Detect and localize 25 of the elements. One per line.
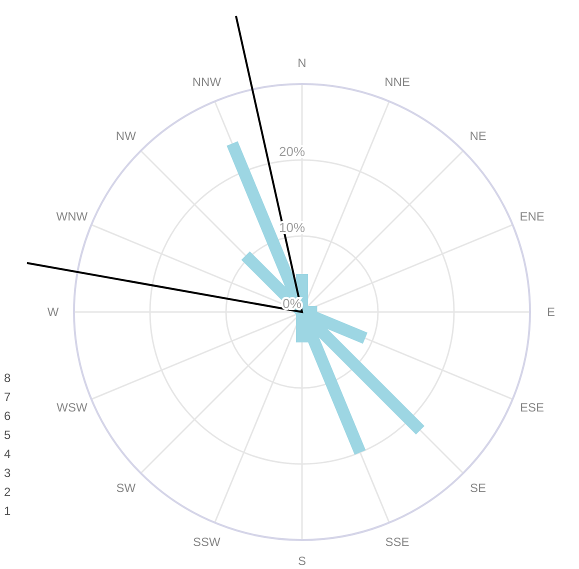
text: 8: [4, 371, 11, 385]
spoke-label: SW: [116, 481, 136, 496]
spoke-label: ESE: [520, 400, 544, 414]
text: 4: [4, 447, 11, 461]
spoke-label: SSW: [193, 535, 222, 550]
spoke-label: NW: [116, 128, 137, 143]
text: 3: [4, 466, 11, 480]
spoke-label: ENE: [520, 210, 544, 224]
y-tick-label: 20%: [278, 144, 306, 159]
spoke-label: NE: [470, 128, 486, 143]
spoke-label: NNW: [192, 74, 222, 89]
text: 2: [4, 485, 11, 499]
spoke-label: WSW: [56, 400, 88, 414]
spoke-label: SE: [470, 481, 486, 496]
text: 6: [4, 409, 11, 423]
spoke-label: WNW: [56, 210, 88, 224]
text: 1: [4, 504, 11, 518]
text: 7: [4, 390, 11, 404]
spoke-label: SSE: [385, 535, 410, 550]
text: 5: [4, 428, 11, 442]
spoke-label: S: [298, 554, 306, 568]
spoke-label: NNE: [384, 74, 410, 89]
spoke-label: N: [298, 56, 306, 70]
spoke-label: E: [546, 305, 556, 319]
spoke-label: W: [47, 305, 60, 319]
